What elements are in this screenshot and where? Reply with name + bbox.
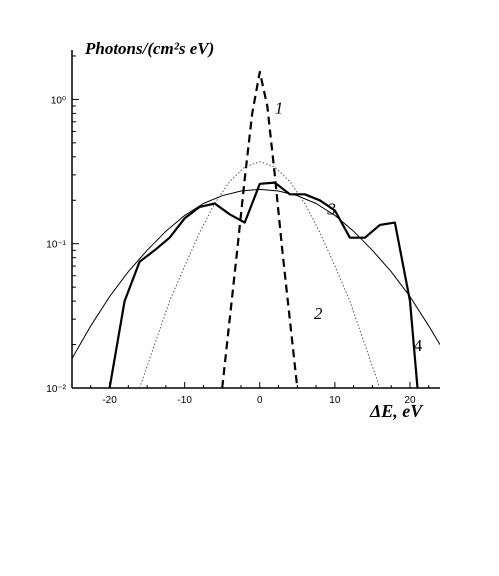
x-tick-label: -20 [102, 395, 117, 406]
series-line-1 [221, 70, 299, 388]
y-tick-label: 10⁻² [46, 384, 66, 395]
curve-label-3: 3 [326, 199, 336, 218]
curve-label-4: 4 [414, 336, 423, 355]
x-tick-label: 20 [404, 395, 416, 406]
curve-label-2: 2 [314, 304, 323, 323]
series-layer [72, 70, 440, 388]
curve-labels: 1 2 3 4 [275, 98, 423, 355]
curve-label-1: 1 [275, 98, 284, 117]
axes: -20 -10 0 10 20 10⁻² 10⁻¹ 10⁰ [46, 50, 440, 406]
x-axis-title: ΔE, eV [369, 401, 424, 421]
series-line-4 [72, 188, 440, 359]
y-tick-label: 10⁰ [51, 95, 66, 106]
series-line-3 [108, 181, 419, 388]
x-tick-label: 10 [329, 395, 341, 406]
y-tick-label: 10⁻¹ [46, 240, 66, 251]
series-line-2 [139, 161, 381, 388]
x-tick-label: 0 [257, 395, 263, 406]
y-axis-title: Photons/(cm²s eV) [84, 39, 214, 58]
x-tick-label: -10 [177, 395, 192, 406]
